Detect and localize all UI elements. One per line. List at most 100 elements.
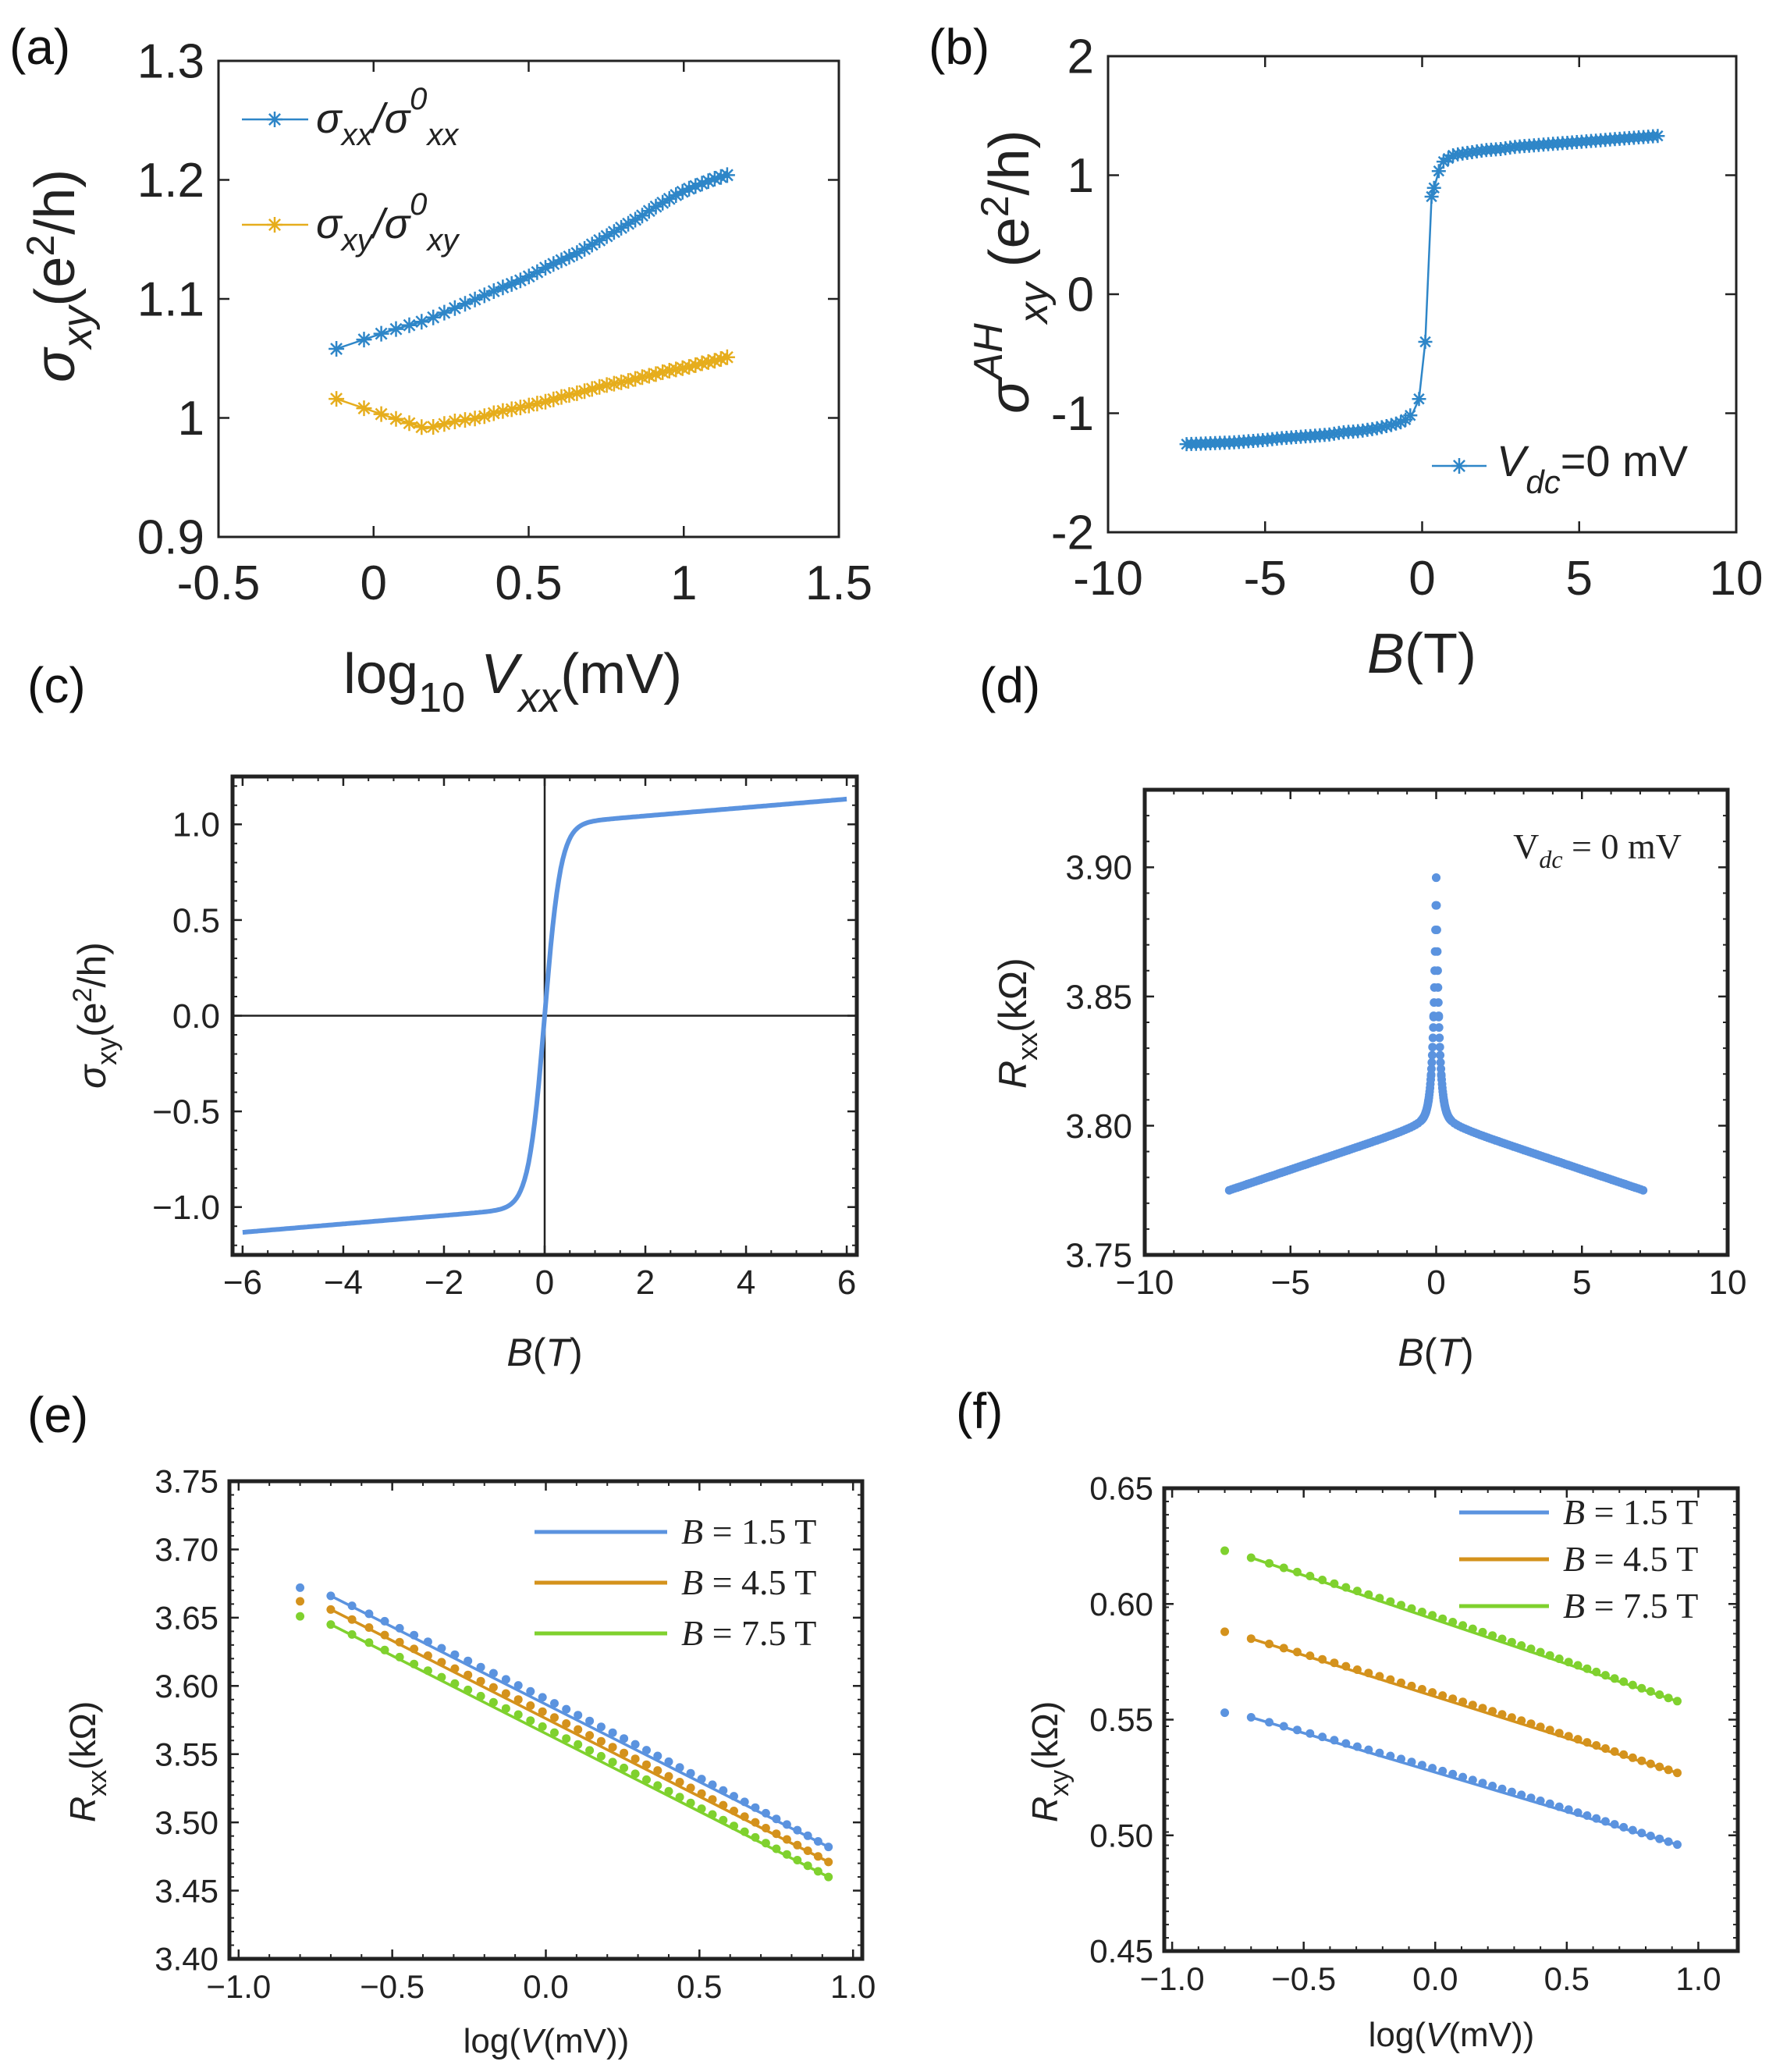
label-part: 0 xyxy=(410,187,427,222)
data-point xyxy=(561,248,577,265)
data-point xyxy=(813,1867,822,1876)
data-point xyxy=(613,219,630,236)
data-point xyxy=(1592,1741,1601,1750)
label-part: xx xyxy=(83,1770,112,1797)
label-part: (e xyxy=(24,257,87,307)
data-point xyxy=(591,232,608,248)
data-point xyxy=(326,1605,336,1614)
data-point xyxy=(712,169,729,185)
label-part: xy xyxy=(425,223,460,258)
label-part: V xyxy=(465,643,523,705)
data-point xyxy=(1279,1644,1288,1653)
x-tick-label: 5 xyxy=(1566,552,1593,606)
data-point xyxy=(700,173,716,190)
label-part: (mV)) xyxy=(543,2022,629,2060)
data-point xyxy=(501,1689,510,1698)
data-point xyxy=(761,1839,770,1848)
data-point xyxy=(1664,1837,1673,1846)
y-tick-label: 0.55 xyxy=(1089,1701,1153,1738)
data-point xyxy=(824,1872,833,1882)
x-tick-label: −4 xyxy=(324,1263,363,1302)
data-point xyxy=(1427,1050,1437,1060)
data-point xyxy=(520,397,537,414)
y-tick-label: 3.85 xyxy=(1065,978,1132,1016)
data-point xyxy=(1397,1601,1405,1610)
data-point xyxy=(1610,1674,1619,1683)
y-tick-label: −0.5 xyxy=(152,1093,220,1132)
x-tick-label: 0 xyxy=(1408,552,1435,606)
data-point xyxy=(476,1676,485,1686)
data-point xyxy=(1432,901,1441,910)
data-point xyxy=(1536,1722,1545,1732)
data-point xyxy=(1583,1664,1592,1673)
data-point xyxy=(574,1725,583,1734)
legend-marker-1 xyxy=(267,112,282,127)
data-point xyxy=(1573,1661,1583,1670)
data-point xyxy=(1583,1738,1592,1747)
data-point xyxy=(1436,1050,1445,1060)
data-point xyxy=(1448,1694,1458,1704)
x-tick-label: −0.5 xyxy=(1271,1960,1336,1997)
x-tick-label: 0 xyxy=(361,556,387,610)
label-part: T xyxy=(1437,1331,1463,1374)
data-point xyxy=(513,1710,523,1719)
data-point xyxy=(1292,1725,1302,1735)
data-point xyxy=(529,396,545,412)
label-part: V xyxy=(1513,826,1539,866)
label-part: ( xyxy=(533,1331,546,1374)
label-part: /h) xyxy=(24,169,87,235)
data-point xyxy=(1507,1713,1516,1722)
label-part: (e xyxy=(70,1002,114,1036)
data-point xyxy=(545,256,562,272)
data-point xyxy=(803,1831,812,1840)
data-point xyxy=(793,1825,802,1835)
data-point xyxy=(772,1829,781,1839)
data-point xyxy=(1305,1651,1315,1661)
data-point xyxy=(1436,1057,1445,1067)
data-point xyxy=(824,1843,833,1852)
label-part: xy xyxy=(54,304,101,351)
data-point xyxy=(751,1818,760,1827)
data-point xyxy=(1418,335,1433,349)
data-point xyxy=(730,1792,738,1801)
data-point xyxy=(1655,1834,1664,1843)
data-point xyxy=(697,1789,706,1798)
data-point xyxy=(562,1704,571,1714)
data-point xyxy=(476,408,492,425)
data-point xyxy=(641,368,657,384)
data-point xyxy=(1554,1729,1564,1738)
y-tick-label: 0.50 xyxy=(1089,1817,1153,1853)
y-tick-label: 3.70 xyxy=(155,1531,218,1568)
x-tick-label: -5 xyxy=(1244,552,1287,606)
data-point xyxy=(596,1751,606,1761)
data-point xyxy=(526,1701,535,1710)
data-point xyxy=(450,1679,460,1688)
y-tick-label: 3.45 xyxy=(155,1872,218,1909)
data-point xyxy=(634,208,650,224)
data-point xyxy=(730,1821,738,1831)
data-point xyxy=(296,1583,305,1592)
data-point xyxy=(661,363,677,379)
data-point xyxy=(664,1772,673,1781)
data-point xyxy=(1352,1587,1362,1596)
data-point xyxy=(1417,1761,1426,1770)
x-tick-label: 0.5 xyxy=(495,556,562,610)
label-part: 10 xyxy=(418,674,465,721)
data-point xyxy=(450,1664,460,1673)
data-point xyxy=(1428,1688,1437,1697)
data-point xyxy=(585,1746,595,1755)
y-tick-label: 3.60 xyxy=(155,1668,218,1704)
label-part: ( xyxy=(1424,1331,1437,1374)
data-point xyxy=(538,1693,547,1702)
x-tick-label: 0.5 xyxy=(1544,1960,1590,1997)
data-point xyxy=(1428,1764,1437,1773)
data-point xyxy=(686,1768,695,1778)
data-point xyxy=(1536,1797,1545,1805)
data-point xyxy=(1507,1787,1516,1797)
data-point xyxy=(1673,1768,1682,1778)
data-point xyxy=(648,366,664,382)
data-point xyxy=(326,1620,336,1630)
data-point xyxy=(485,405,502,421)
data-point xyxy=(824,1857,833,1867)
data-point xyxy=(1592,1667,1601,1676)
